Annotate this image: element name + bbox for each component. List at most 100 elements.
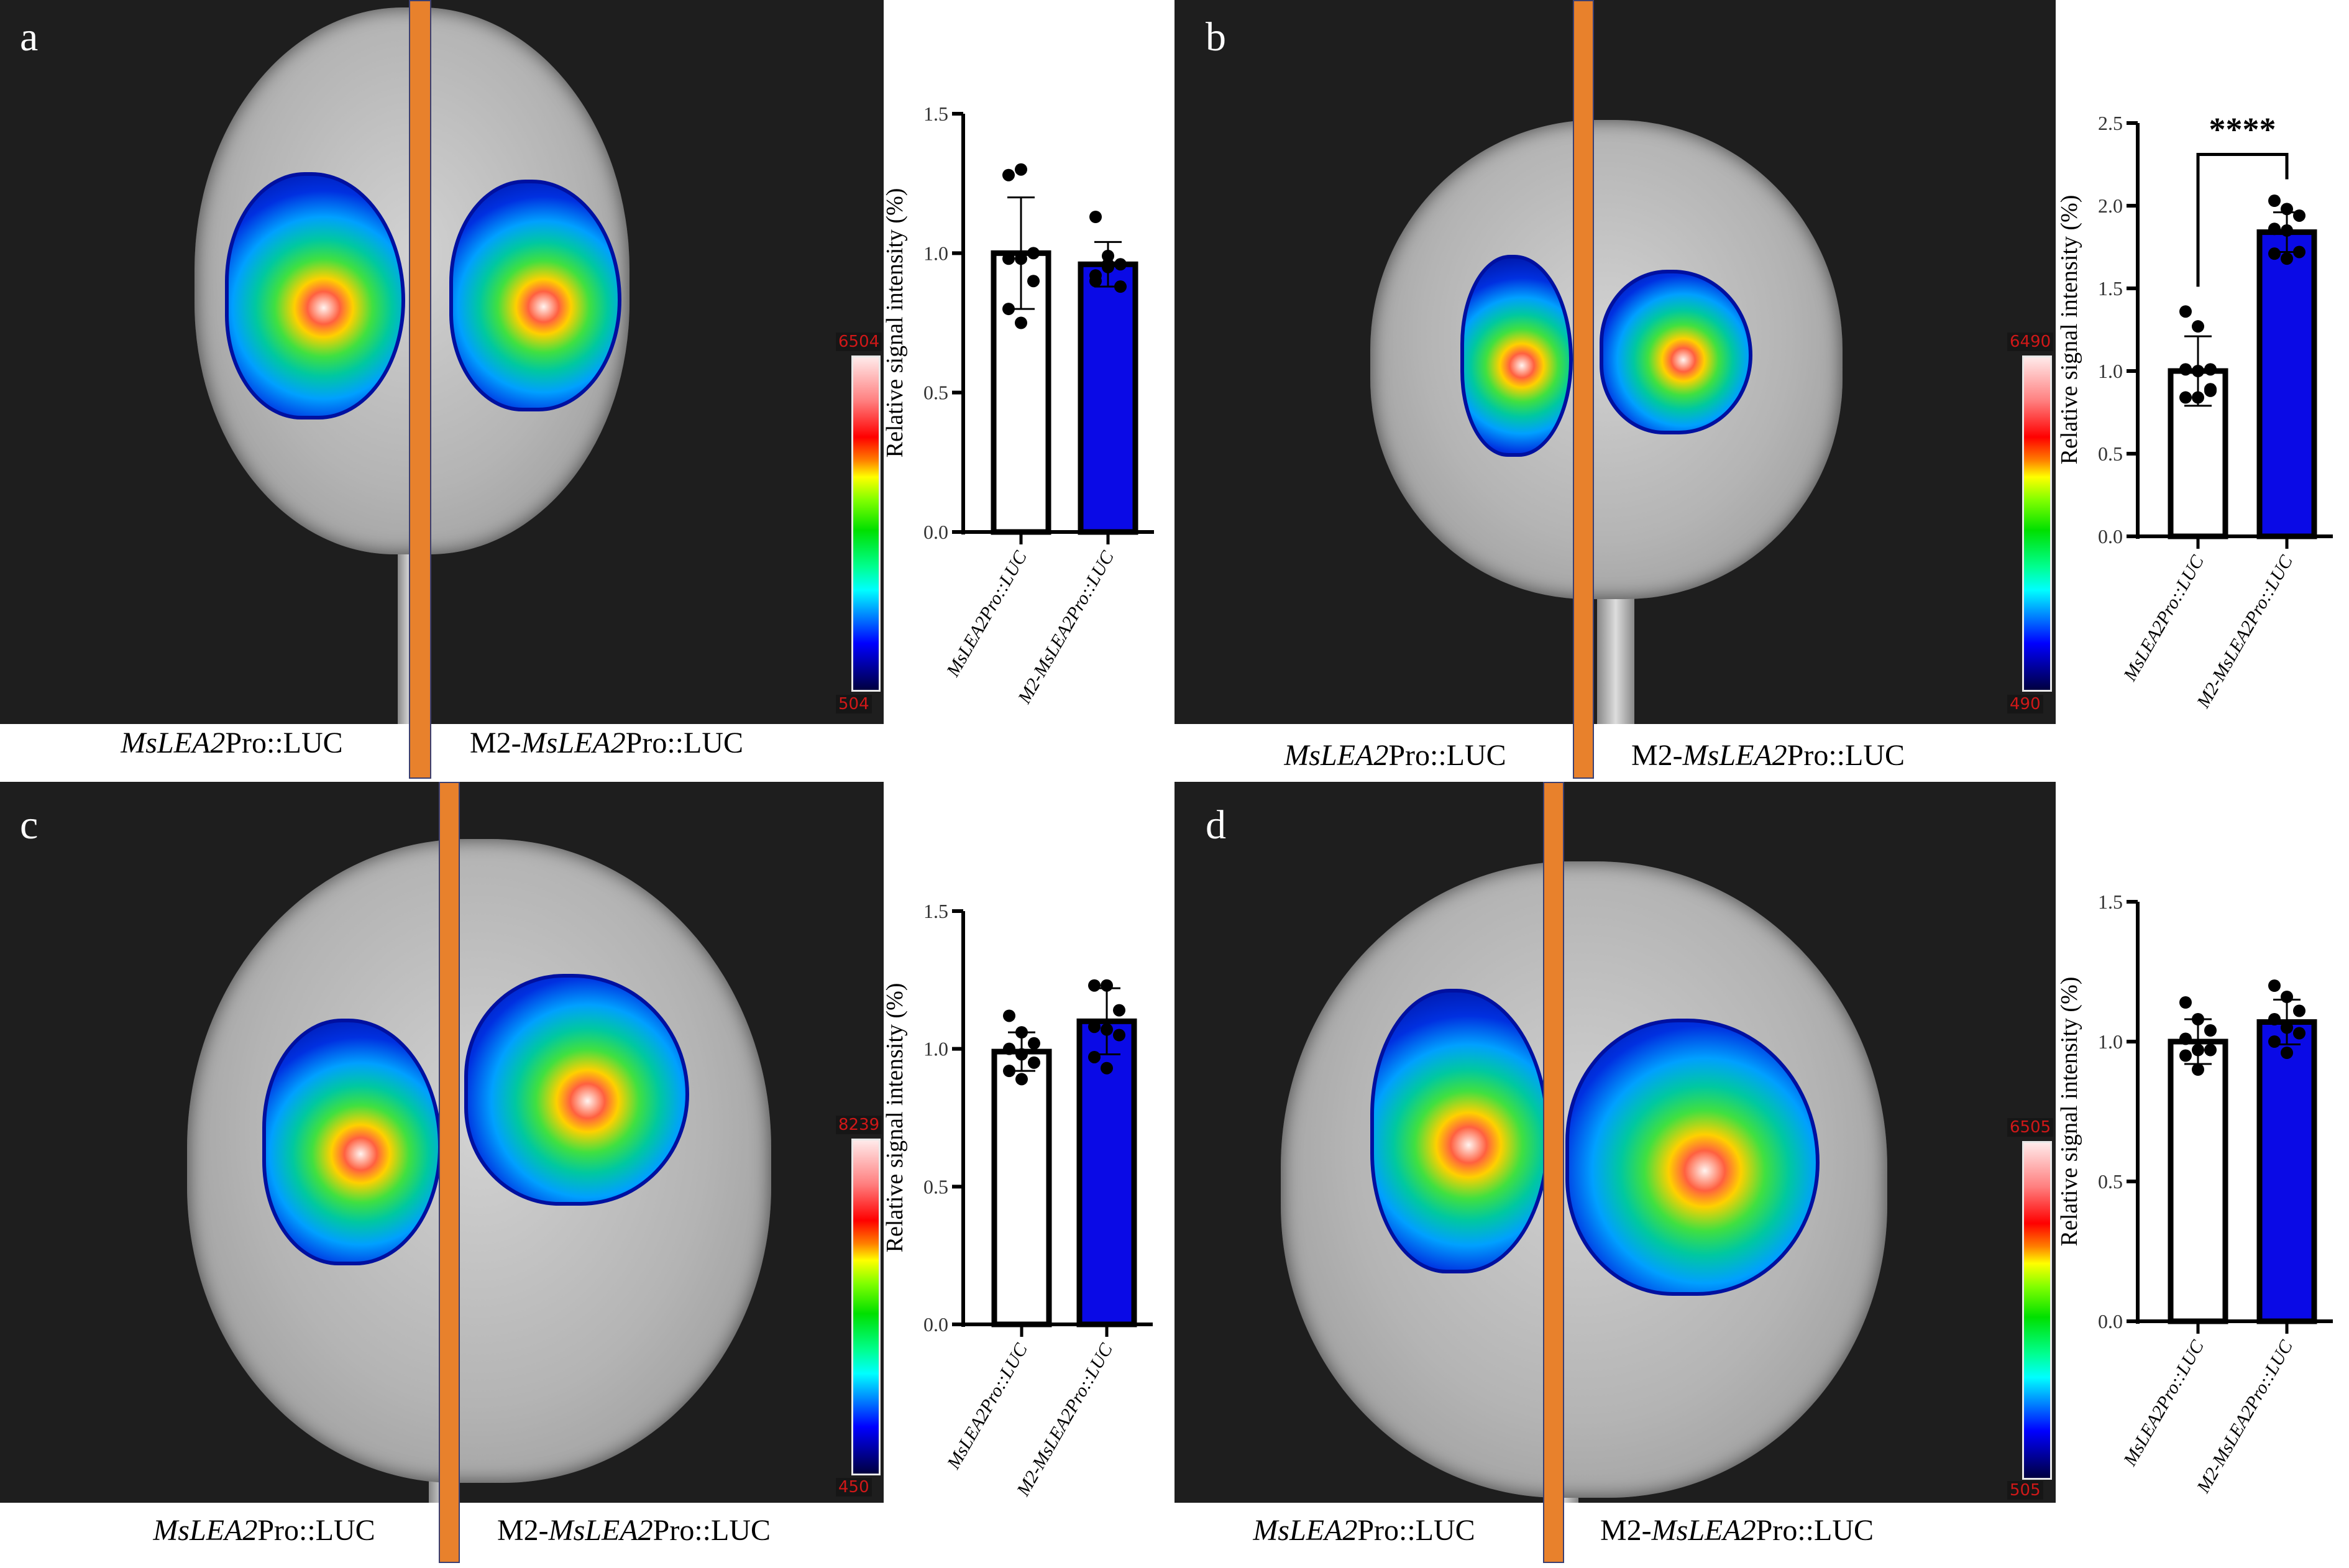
data-point [2281, 1047, 2293, 1059]
caption-rest: Pro::LUC [1787, 739, 1905, 772]
data-point [1003, 1042, 1015, 1055]
divider [409, 0, 431, 779]
divider [1543, 782, 1564, 1563]
y-tick-label: 0.5 [923, 1175, 948, 1198]
data-point [1015, 252, 1027, 265]
luciferase-signal-right [449, 180, 621, 411]
colorbar-max: 6504 [836, 332, 882, 351]
luciferase-signal-left [1370, 989, 1550, 1273]
y-tick-label: 1.0 [2098, 1030, 2123, 1053]
data-point [1101, 1061, 1113, 1075]
y-tick-label: 0.0 [923, 1313, 948, 1336]
data-point [1114, 258, 1127, 271]
data-point [2179, 1049, 2192, 1062]
data-point [2192, 1063, 2204, 1076]
colorbar [2022, 355, 2052, 692]
caption-rest: Pro::LUC [1756, 1514, 1874, 1547]
data-point [1015, 163, 1027, 176]
y-tick-label: 0.0 [2098, 525, 2123, 548]
caption-right: M2-MsLEA2Pro::LUC [1600, 1513, 1874, 1547]
caption-left: MsLEA2Pro::LUC [153, 1513, 375, 1547]
x-tick-label: MsLEA2Pro::LUC [943, 1339, 1032, 1473]
y-tick-label: 2.5 [2098, 112, 2123, 134]
bar-chart-a: 0.0 0.5 1.0 1.5 Relative signal intensity (%… [882, 103, 1154, 707]
data-point [2268, 247, 2281, 260]
data-point [1003, 1009, 1015, 1022]
y-tick-label: 1.0 [923, 1038, 948, 1060]
caption-rest: Pro::LUC [1357, 1514, 1475, 1547]
data-point [1028, 1056, 1040, 1069]
caption-prefix: M2- [469, 727, 521, 759]
data-point [2268, 1035, 2281, 1048]
data-point [1089, 275, 1102, 288]
x-tick-label: M2-MsLEA2Pro::LUC [2192, 1336, 2297, 1497]
data-point [1113, 1029, 1125, 1042]
y-tick-label: 0.5 [923, 382, 948, 404]
data-point [1102, 260, 1114, 273]
bar-chart-d: 0.0 0.5 1.0 1.5 Relative signal intensity (%… [2056, 891, 2333, 1497]
y-axis-label: Relative signal intensity (%) [882, 188, 908, 458]
data-point [2293, 245, 2306, 259]
colorbar-min: 504 [836, 695, 872, 713]
colorbar [851, 1139, 881, 1475]
data-point [2268, 1013, 2281, 1025]
leaf-image-d: 6505 505 [1174, 782, 2056, 1503]
colorbar [2022, 1141, 2052, 1480]
luciferase-signal-right [464, 974, 689, 1206]
data-point [2192, 1013, 2204, 1025]
luciferase-signal-left [262, 1019, 442, 1265]
data-point [2281, 991, 2293, 1003]
caption-gene: MsLEA2 [1682, 739, 1787, 772]
data-point [1002, 303, 1015, 316]
caption-right: M2-MsLEA2Pro::LUC [497, 1513, 771, 1547]
caption-left: MsLEA2Pro::LUC [1284, 738, 1506, 773]
caption-rest: Pro::LUC [652, 1514, 771, 1547]
y-tick-label: 1.5 [2098, 277, 2123, 300]
data-point [2192, 320, 2204, 333]
data-point [2293, 1027, 2306, 1040]
data-point [2179, 363, 2192, 376]
colorbar-min: 505 [2007, 1481, 2043, 1500]
data-point [1015, 316, 1027, 329]
y-tick-label: 1.5 [2098, 891, 2123, 913]
caption-gene: MsLEA2 [1651, 1514, 1756, 1547]
data-point [1113, 1004, 1125, 1017]
y-axis-label: Relative signal intensity (%) [2056, 195, 2082, 465]
data-point [2293, 1004, 2306, 1017]
bar [991, 1048, 1052, 1327]
caption-gene: MsLEA2 [1253, 1514, 1358, 1547]
caption-left: MsLEA2Pro::LUC [1253, 1513, 1475, 1547]
colorbar-max: 6490 [2007, 332, 2054, 351]
data-point [1088, 1020, 1101, 1034]
panel-letter-d: d [1206, 802, 1226, 848]
bar [2256, 229, 2317, 539]
y-tick-label: 2.0 [2098, 195, 2123, 217]
x-tick-label: M2-MsLEA2Pro::LUC [1014, 547, 1118, 707]
data-point [2192, 1043, 2204, 1057]
y-tick-label: 1.0 [923, 242, 948, 264]
data-point [2179, 391, 2192, 404]
bar [1078, 261, 1138, 535]
data-point [2281, 224, 2293, 237]
panel-letter-c: c [20, 802, 39, 848]
bar [2256, 1019, 2317, 1324]
data-point [2281, 252, 2293, 265]
caption-rest: Pro::LUC [625, 727, 744, 759]
caption-prefix: M2- [1600, 1514, 1652, 1547]
y-tick-label: 0.5 [2098, 1170, 2123, 1193]
data-point [1002, 252, 1015, 265]
caption-left: MsLEA2Pro::LUC [121, 726, 342, 760]
data-point [2268, 979, 2281, 992]
data-point [1027, 275, 1040, 288]
data-point [2268, 222, 2281, 236]
caption-gene: MsLEA2 [153, 1514, 258, 1547]
colorbar [851, 355, 881, 692]
data-point [2204, 363, 2217, 376]
y-tick-label: 1.5 [923, 103, 948, 125]
colorbar-max: 8239 [836, 1116, 882, 1134]
colorbar-min: 450 [836, 1478, 872, 1497]
caption-right: M2-MsLEA2Pro::LUC [1631, 738, 1905, 773]
caption-rest: Pro::LUC [1388, 739, 1506, 772]
significance-bracket [2196, 153, 2289, 287]
